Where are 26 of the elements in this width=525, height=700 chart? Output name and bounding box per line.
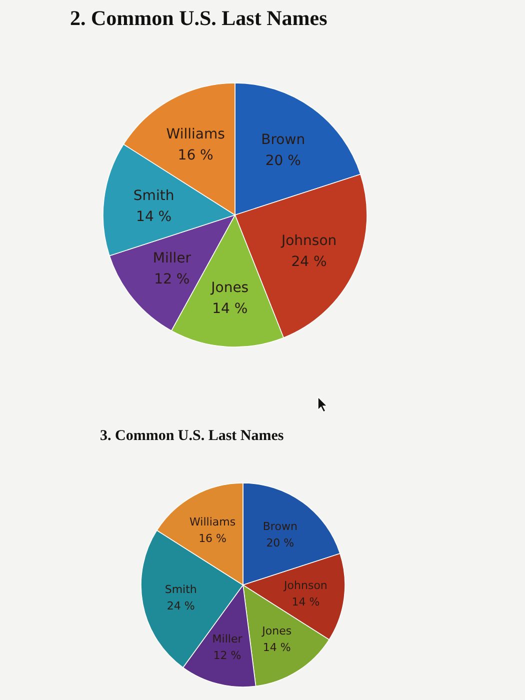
- chart-title: 3. Common U.S. Last Names: [100, 428, 284, 444]
- data-label: 14 %: [262, 641, 291, 654]
- slice-label: Johnson: [283, 579, 328, 592]
- data-label: 16 %: [178, 147, 214, 164]
- chart-title: 2. Common U.S. Last Names: [70, 6, 328, 30]
- data-label: 14 %: [136, 208, 172, 225]
- data-label: 24 %: [166, 600, 195, 612]
- data-label: 24 %: [291, 254, 327, 270]
- data-label: 14 %: [292, 596, 320, 609]
- slice-label: Johnson: [280, 232, 337, 249]
- data-label: 12 %: [154, 271, 190, 288]
- slice-label: Miller: [152, 250, 192, 266]
- data-label: 12 %: [213, 648, 242, 662]
- data-label: 14 %: [212, 300, 248, 317]
- slice-label: Smith: [133, 188, 174, 204]
- slice-label: Smith: [164, 583, 197, 596]
- slice-label: Brown: [261, 132, 306, 148]
- slice-label: Williams: [166, 126, 225, 142]
- data-label: 20 %: [266, 536, 294, 550]
- data-label: 16 %: [198, 532, 227, 546]
- data-label: 20 %: [265, 152, 301, 169]
- slice-label: Jones: [210, 280, 249, 296]
- slice-label: Jones: [261, 624, 292, 638]
- slice-label: Miller: [212, 632, 243, 646]
- slice-label: Brown: [262, 520, 298, 533]
- slice-label: Williams: [190, 516, 236, 529]
